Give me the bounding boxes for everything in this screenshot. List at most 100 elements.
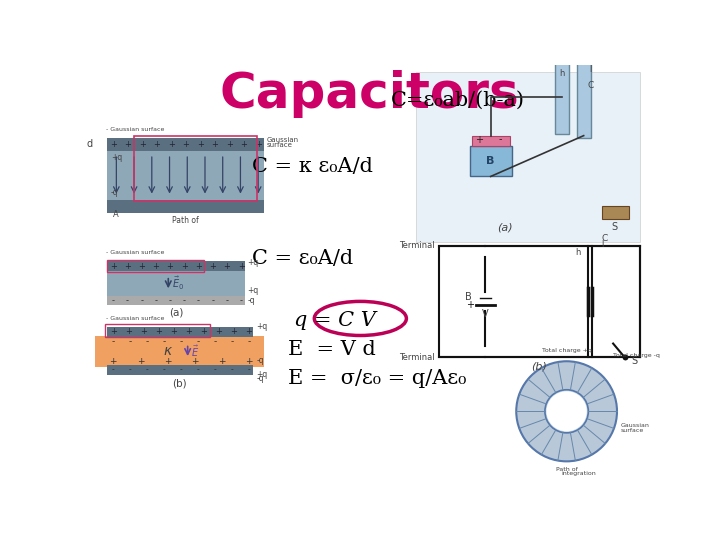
Text: Capacitors: Capacitors [219, 70, 519, 118]
Circle shape [545, 390, 588, 433]
Text: -: - [499, 134, 503, 145]
Text: Total charge -q: Total charge -q [613, 353, 660, 359]
Text: S: S [631, 355, 637, 366]
Text: Path of: Path of [172, 217, 199, 225]
Text: +: + [110, 327, 117, 336]
Text: +: + [238, 262, 245, 271]
Text: +: + [215, 327, 222, 336]
Text: -: - [129, 366, 132, 375]
Text: Total charge +q: Total charge +q [541, 348, 592, 353]
Text: -: - [179, 337, 183, 346]
Text: -: - [213, 337, 217, 346]
Text: +: + [197, 140, 204, 149]
Text: C: C [588, 81, 594, 90]
Text: -: - [197, 366, 199, 375]
Text: -: - [145, 337, 149, 346]
Text: -: - [248, 366, 251, 375]
Bar [469, 146, 513, 177]
Text: +: + [240, 140, 247, 149]
Text: -: - [197, 337, 199, 346]
Text: -: - [225, 296, 228, 305]
Bar [104, 325, 210, 338]
Text: -: - [197, 296, 200, 305]
Text: Path of: Path of [556, 467, 577, 471]
Text: Gaussian: Gaussian [266, 137, 299, 143]
Text: -: - [154, 296, 158, 305]
Bar [472, 137, 510, 146]
Bar [107, 261, 245, 271]
Bar [107, 327, 253, 338]
Text: E =  σ/ε₀ = q/Aε₀: E = σ/ε₀ = q/Aε₀ [288, 369, 467, 388]
Text: +: + [163, 357, 171, 366]
Bar [415, 72, 640, 242]
Text: +q: +q [111, 153, 122, 163]
Text: +: + [223, 262, 230, 271]
Bar [134, 137, 256, 201]
Text: - Gaussian surface: - Gaussian surface [106, 316, 164, 321]
Text: +: + [110, 140, 117, 149]
Text: (a): (a) [497, 222, 513, 232]
Text: -q: -q [248, 296, 255, 305]
Text: +: + [226, 140, 233, 149]
Bar [107, 138, 264, 151]
Text: +: + [182, 140, 189, 149]
Text: +: + [191, 357, 199, 366]
Text: -q: -q [111, 188, 119, 197]
Text: h: h [559, 69, 564, 78]
Text: +: + [246, 327, 252, 336]
Bar [107, 296, 245, 305]
Text: +: + [110, 262, 117, 271]
Text: +: + [210, 262, 216, 271]
Text: d: d [87, 139, 93, 150]
Text: +: + [218, 357, 225, 366]
Text: -: - [183, 296, 186, 305]
Text: -: - [129, 337, 132, 346]
Text: +: + [124, 262, 131, 271]
Text: C: C [601, 234, 608, 243]
Text: - Gaussian surface: - Gaussian surface [106, 250, 164, 255]
Text: C = ε₀A/d: C = ε₀A/d [252, 248, 353, 268]
Text: +: + [139, 140, 145, 149]
Text: +: + [181, 262, 188, 271]
Text: (b): (b) [173, 379, 187, 389]
Bar [107, 271, 245, 296]
Text: -: - [180, 366, 182, 375]
Text: Terminal: Terminal [400, 353, 435, 362]
Text: E  = V d: E = V d [288, 340, 376, 359]
Text: +: + [140, 327, 147, 336]
Text: +: + [200, 327, 207, 336]
Bar [555, 57, 569, 134]
Text: $\kappa$: $\kappa$ [163, 344, 174, 358]
Text: +q: +q [248, 258, 258, 267]
Text: +: + [195, 262, 202, 271]
Text: +: + [230, 327, 238, 336]
Text: A: A [113, 210, 119, 219]
Text: -q: -q [256, 374, 264, 383]
Text: +q: +q [256, 322, 268, 331]
Text: -: - [211, 296, 215, 305]
Bar [601, 206, 629, 219]
Bar [107, 365, 253, 375]
Text: -: - [230, 337, 233, 346]
Text: +: + [245, 357, 253, 366]
Text: -: - [163, 366, 166, 375]
Bar [438, 246, 640, 357]
Text: -q: -q [256, 356, 264, 365]
Text: Terminal: Terminal [400, 241, 435, 250]
Text: $\vec{E}$: $\vec{E}$ [191, 343, 199, 359]
Text: +: + [125, 140, 131, 149]
Text: (b): (b) [531, 362, 547, 372]
Text: +q: +q [256, 370, 268, 380]
Text: +: + [155, 327, 162, 336]
Text: +: + [137, 357, 144, 366]
Text: -: - [112, 337, 115, 346]
Text: -: - [240, 296, 243, 305]
Text: -: - [247, 337, 251, 346]
Text: Gaussian: Gaussian [621, 423, 649, 428]
Text: h: h [575, 248, 581, 257]
Text: integration: integration [561, 471, 595, 476]
Text: $\vec{E}_0$: $\vec{E}_0$ [172, 275, 184, 292]
Text: +: + [153, 140, 160, 149]
Circle shape [516, 361, 617, 461]
Bar [107, 260, 204, 272]
